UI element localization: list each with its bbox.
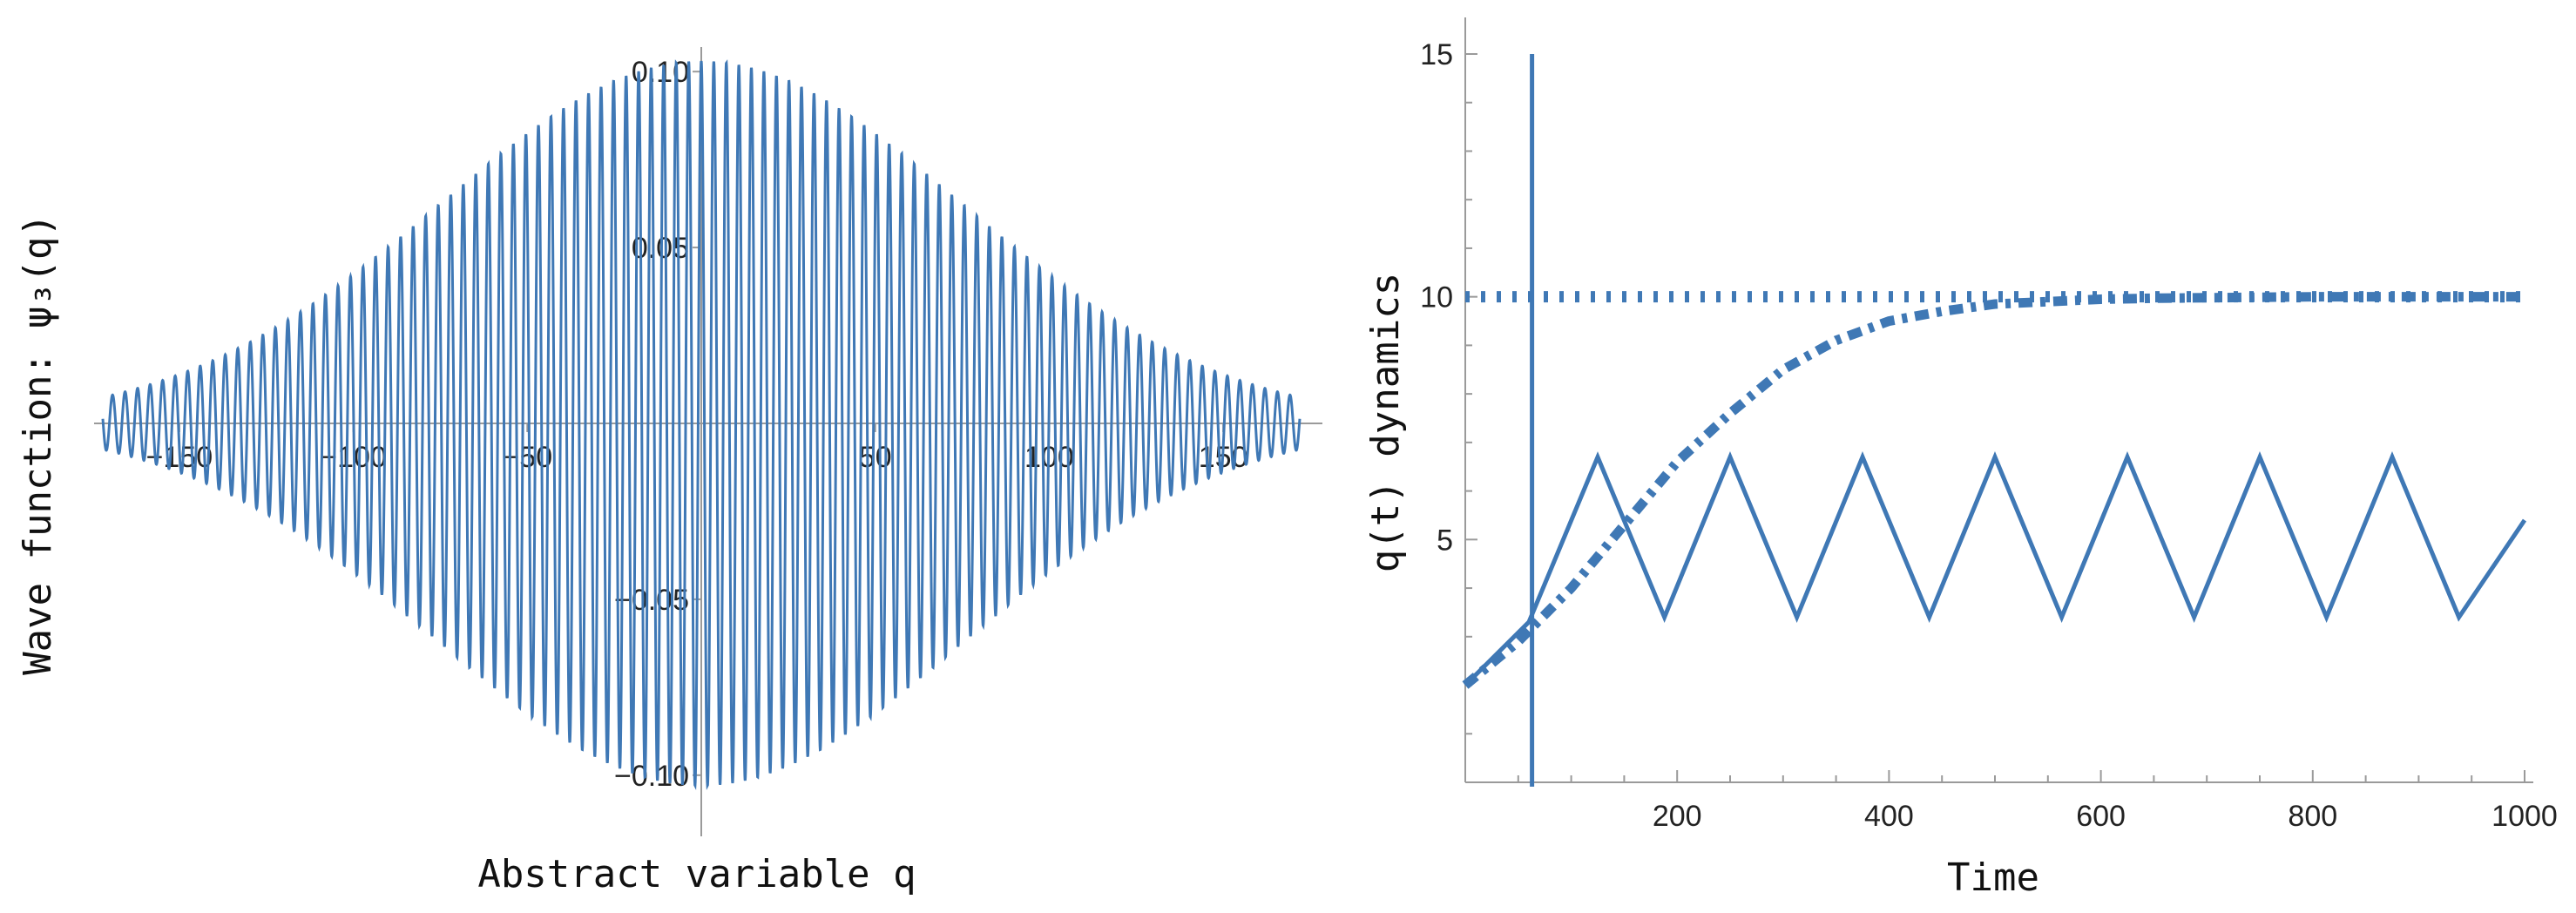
dynamics-series-group bbox=[1462, 54, 2527, 787]
right-x-axis-label: Time bbox=[1947, 856, 2039, 900]
zigzag-series bbox=[1464, 451, 2527, 687]
right-y-tick-label: 15 bbox=[1420, 38, 1453, 71]
left-y-axis-label: Wave function: ψ₃(q) bbox=[16, 213, 60, 675]
wave-function-series bbox=[101, 59, 1302, 790]
left-y-tick-label: −0.10 bbox=[614, 760, 689, 793]
left-y-tick-label: −0.05 bbox=[614, 584, 689, 617]
right-x-tick-label: 400 bbox=[1864, 800, 1914, 833]
right-y-tick-label: 5 bbox=[1437, 524, 1453, 557]
right-y-ticks: 5 10 15 bbox=[1420, 38, 1477, 735]
right-x-tick-label: 1000 bbox=[2491, 800, 2558, 833]
right-x-tick-label: 800 bbox=[2288, 800, 2337, 833]
wave-function-chart: −150 −100 −50 50 100 150 0.100.05−0.05−0.10 A… bbox=[16, 47, 1322, 896]
right-y-tick-label: 10 bbox=[1420, 281, 1453, 314]
left-x-axis-label: Abstract variable q bbox=[477, 852, 916, 896]
left-y-tick-label: 0.10 bbox=[632, 56, 689, 89]
right-x-tick-label: 600 bbox=[2076, 800, 2126, 833]
right-x-ticks: 200 400 600 800 1000 bbox=[1517, 770, 2558, 833]
right-y-axis-label: q(t) dynamics bbox=[1363, 273, 1408, 572]
right-x-tick-label: 200 bbox=[1653, 800, 1702, 833]
dynamics-chart: 200 400 600 800 1000 5 10 15 Time q(t) dynamic… bbox=[1363, 17, 2558, 900]
relaxation-series bbox=[1462, 292, 2525, 689]
